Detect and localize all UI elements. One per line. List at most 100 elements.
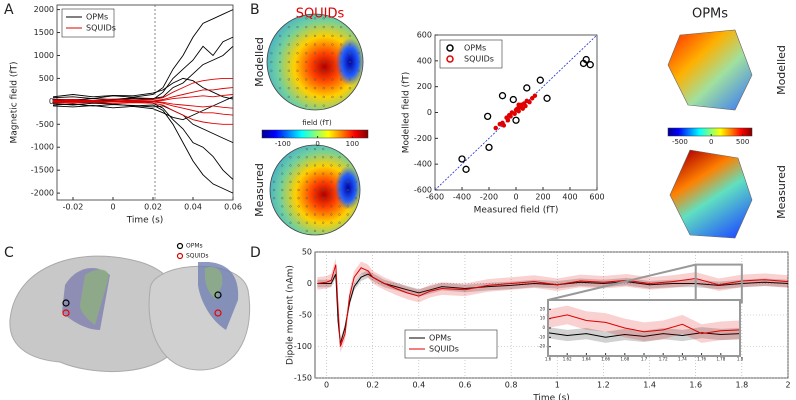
point — [516, 102, 521, 108]
sensor-dot — [278, 69, 282, 72]
sensor-dot — [330, 213, 333, 216]
y-tick-label: 50 — [302, 248, 312, 257]
sensor-dot — [330, 180, 333, 183]
sensor-dot — [338, 180, 341, 183]
sensor-dot — [289, 205, 292, 208]
x-tick-label: 0 — [513, 193, 518, 202]
sensor-dot — [331, 25, 334, 29]
sensor-dot — [322, 17, 325, 20]
sensor-dot — [297, 205, 300, 208]
sensor-dot — [322, 87, 325, 90]
sensor-dot — [348, 52, 352, 55]
series-line — [547, 314, 741, 335]
point — [543, 94, 551, 102]
legend-label: OPMs — [186, 243, 203, 250]
sensor-dot — [322, 34, 325, 37]
x-tick-label: 1.62 — [563, 357, 572, 362]
sensor-dot — [340, 69, 343, 72]
x-tick-label: 1.6 — [545, 357, 552, 362]
sensor-dot — [313, 213, 317, 216]
sensor-dot — [272, 180, 276, 183]
x-tick-label: 1.64 — [582, 357, 591, 362]
sensor-dot — [297, 197, 300, 200]
y-tick-label: 0 — [427, 108, 432, 117]
sensor-dot — [357, 60, 360, 64]
region — [80, 269, 109, 325]
legend-marker — [176, 252, 184, 260]
sensor-dot — [348, 60, 352, 64]
legend-label: OPMs — [429, 334, 451, 343]
sensor-dot — [322, 60, 325, 64]
colorbar-tick-label: 500 — [736, 138, 749, 146]
x-tick-label: 1.76 — [697, 357, 706, 362]
sensor-dot — [305, 52, 308, 55]
sensor-dot — [338, 213, 341, 216]
sensor-dot — [331, 34, 334, 37]
sensor-dot — [340, 34, 343, 37]
sensor-dot — [278, 34, 282, 37]
sensor-dot — [322, 52, 325, 55]
panel-label: B — [250, 2, 260, 18]
sensor-dot — [305, 147, 308, 151]
x-tick-label: 1.7 — [641, 357, 648, 362]
sensor-dot — [296, 34, 299, 37]
sensor-dot — [322, 69, 325, 72]
point — [527, 99, 532, 105]
sensor-dot — [313, 156, 317, 159]
y-tick-label: 500 — [39, 74, 54, 83]
sensor-dot — [289, 156, 292, 159]
x-tick-label: 0.06 — [224, 203, 242, 212]
x-tick-label: 0.6 — [459, 381, 472, 390]
series-line — [317, 264, 789, 347]
sensor-dot — [305, 197, 308, 200]
sensor-dot — [305, 104, 308, 107]
y-axis-label: Dipole moment (nAm) — [286, 265, 296, 365]
topomap-negative — [336, 38, 364, 86]
y-tick-label: 0 — [49, 97, 54, 106]
sensor-dot — [322, 156, 325, 159]
error-band — [548, 305, 740, 343]
sensor-dot — [348, 43, 352, 46]
sensor-dot — [305, 172, 308, 175]
dipole — [62, 309, 70, 317]
sensor-dot — [322, 180, 325, 183]
sensor-dot — [305, 156, 308, 159]
sensor-dot — [348, 69, 352, 72]
y-tick-label: 600 — [417, 31, 432, 40]
colorbar-label: field (fT) — [302, 119, 332, 127]
point — [586, 61, 594, 69]
point — [501, 123, 507, 128]
sensor-dot — [287, 95, 290, 99]
sensor-dot — [338, 156, 341, 159]
sensor-dot — [346, 180, 349, 183]
sensor-dot — [313, 17, 317, 20]
sensor-dot — [338, 205, 341, 208]
sensor-dot — [313, 52, 317, 55]
y-tick-label: -10 — [538, 334, 545, 339]
sensor-dot — [354, 197, 358, 200]
sensor-dot — [297, 156, 300, 159]
sensor-dot — [270, 69, 273, 72]
y-tick-label: 0 — [542, 325, 545, 330]
sensor-dot — [289, 221, 292, 224]
sensor-dot — [305, 34, 308, 37]
x-axis-label: Time (s) — [126, 216, 164, 226]
x-axis-label: Measured field (fT) — [474, 206, 559, 216]
legend-box — [61, 8, 115, 38]
series-line — [317, 273, 789, 344]
y-tick-label: -400 — [414, 160, 432, 169]
sensor-dot — [289, 164, 292, 167]
point — [523, 84, 531, 92]
sensor-dot — [287, 34, 290, 37]
sensor-dot — [272, 188, 276, 192]
trace — [52, 102, 234, 194]
sensor-dot — [281, 188, 284, 192]
panel-label: C — [4, 245, 14, 261]
sensor-dot — [281, 180, 284, 183]
sensor-dot — [278, 87, 282, 90]
y-tick-label: -600 — [414, 186, 432, 195]
sensor-dot — [346, 213, 349, 216]
colorbar — [261, 129, 369, 139]
sensor-dot — [322, 25, 325, 29]
